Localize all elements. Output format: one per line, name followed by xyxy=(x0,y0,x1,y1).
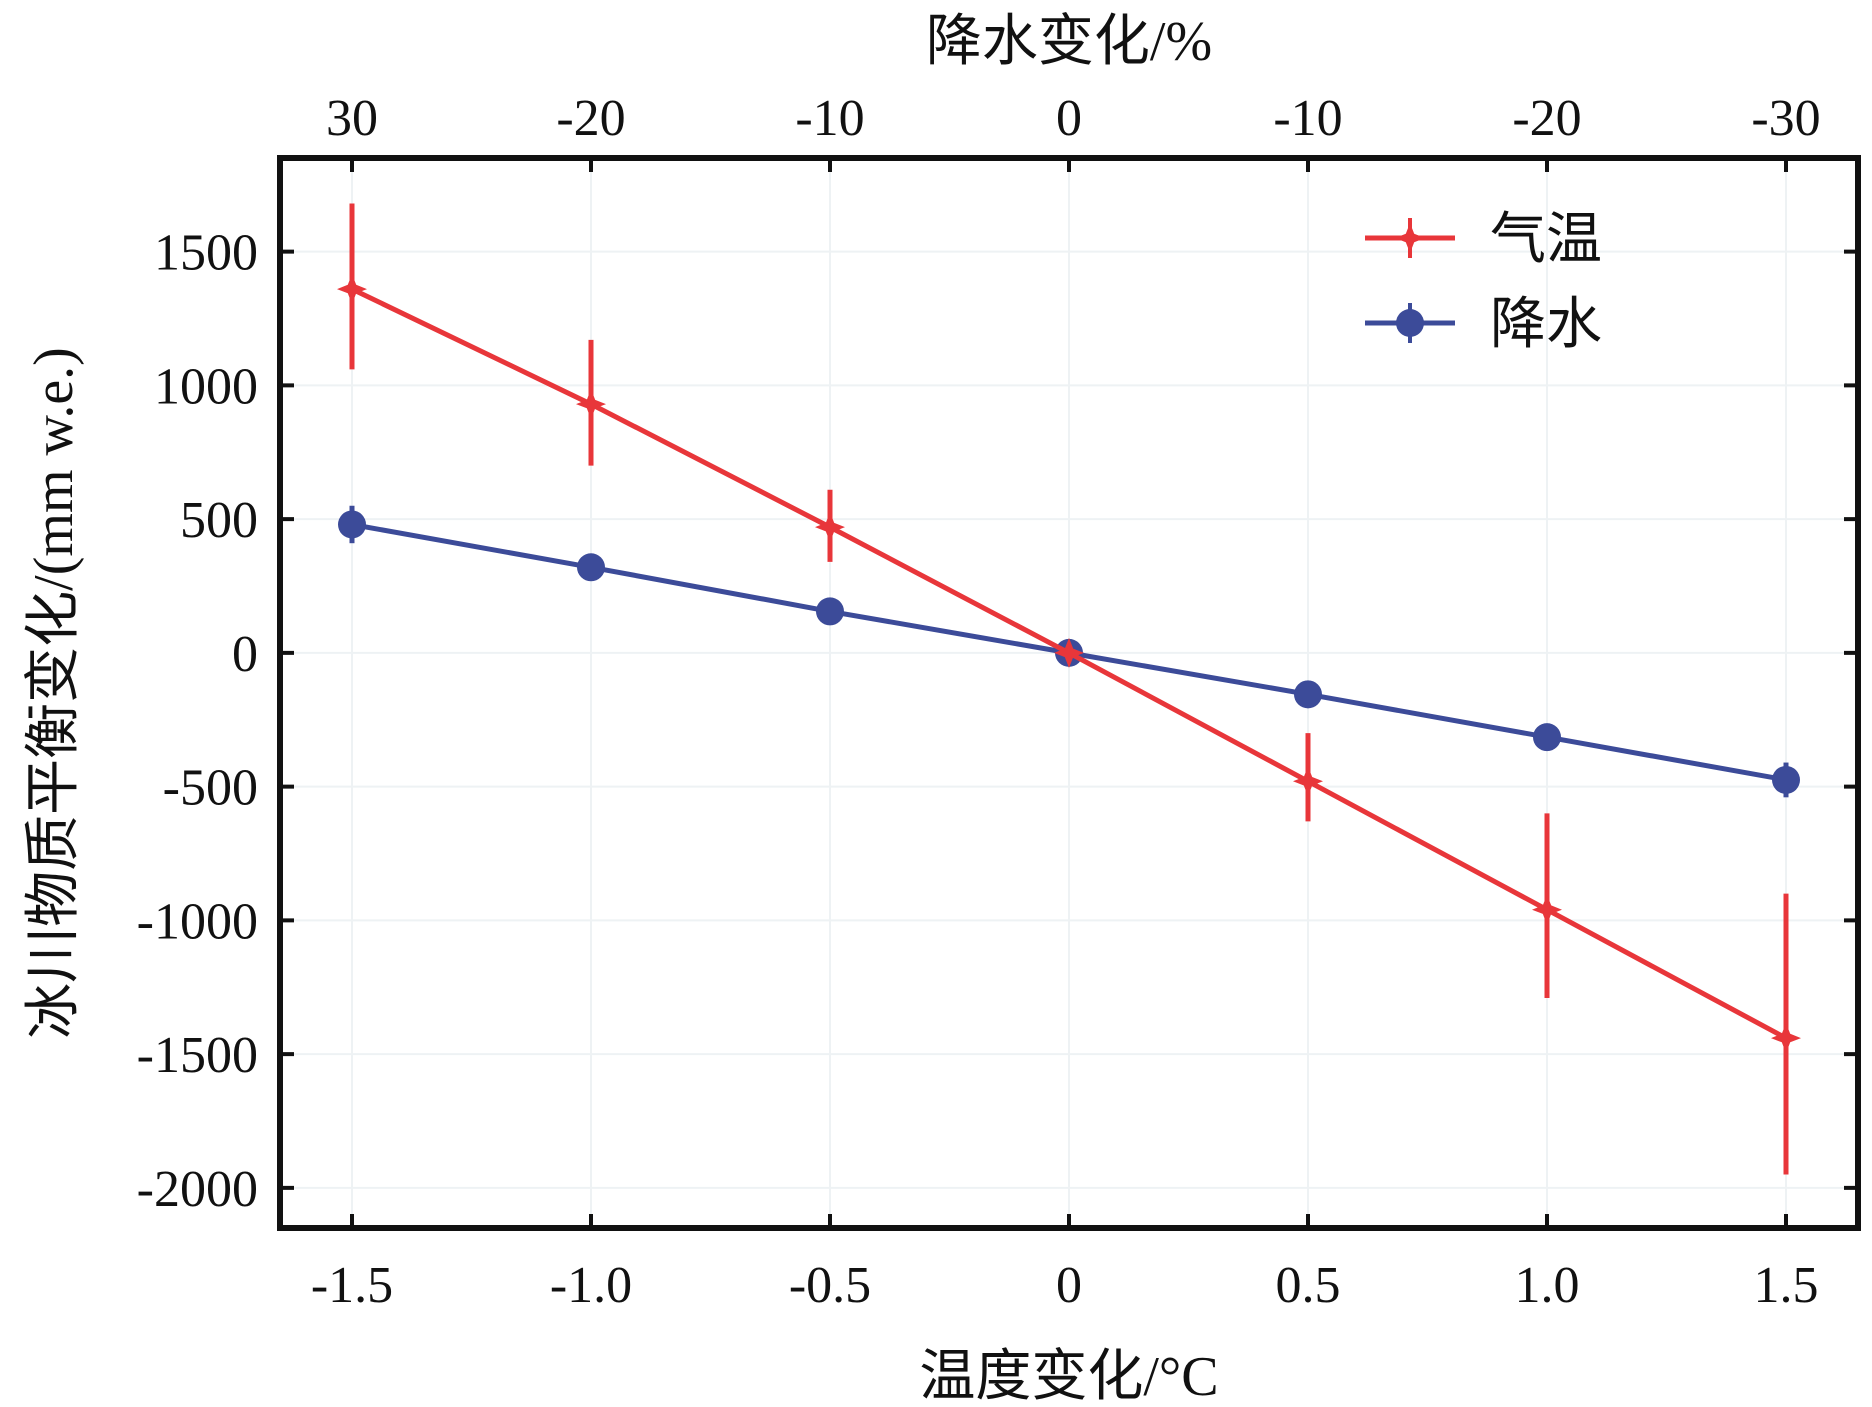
legend-swatch-marker xyxy=(1396,309,1424,337)
top-x-tick-label: 30 xyxy=(326,90,378,147)
y-tick-label: 1500 xyxy=(154,225,258,282)
data-point xyxy=(1772,765,1800,794)
legend-item: 气温 xyxy=(1365,209,1602,271)
data-point xyxy=(1293,766,1323,797)
y-tick-label: 0 xyxy=(232,626,258,683)
legend-label: 降水 xyxy=(1490,294,1602,356)
y-tick-label: 1000 xyxy=(154,358,258,415)
top-x-axis: 30 -20 -10 0 -10 -20 -30 xyxy=(326,90,1821,172)
top-x-tick-label: -30 xyxy=(1751,90,1820,147)
data-point xyxy=(816,597,844,626)
plot-frame xyxy=(277,155,1861,1231)
y-tick-label: -500 xyxy=(163,760,258,817)
data-point xyxy=(1054,637,1084,668)
y-tick-label: -2000 xyxy=(137,1161,258,1218)
y-axis-title: 冰川物质平衡变化/(mm w.e.) xyxy=(23,347,85,1039)
series-layer xyxy=(337,203,1801,1175)
data-point xyxy=(1532,894,1562,925)
top-x-tick-label: -20 xyxy=(1512,90,1581,147)
top-x-axis-title: 降水变化/% xyxy=(926,11,1212,73)
y-axis: 1500 1000 500 0 -500 -1000 -1500 -2000 xyxy=(137,225,1858,1218)
y-tick-label: -1500 xyxy=(137,1027,258,1084)
x-tick-label: -1.0 xyxy=(550,1257,632,1314)
top-x-tick-label: -20 xyxy=(556,90,625,147)
series-0 xyxy=(337,203,1801,1175)
data-point xyxy=(1771,1023,1801,1054)
data-point xyxy=(815,512,845,543)
x-axis: -1.5 -1.0 -0.5 0 0.5 1.0 1.5 xyxy=(311,1214,1819,1314)
x-tick-label: 1.0 xyxy=(1515,1257,1580,1314)
x-tick-label: -0.5 xyxy=(789,1257,871,1314)
data-point xyxy=(577,553,605,582)
x-tick-label: 0.5 xyxy=(1276,1257,1341,1314)
data-point xyxy=(576,389,606,420)
x-tick-label: 0 xyxy=(1056,1257,1082,1314)
y-tick-label: -1000 xyxy=(137,893,258,950)
data-point xyxy=(1533,723,1561,752)
top-x-tick-label: -10 xyxy=(1273,90,1342,147)
legend-label: 气温 xyxy=(1490,209,1602,271)
x-tick-label: -1.5 xyxy=(311,1257,393,1314)
legend-swatch-marker xyxy=(1395,223,1425,253)
data-point xyxy=(338,510,366,539)
x-axis-title: 温度变化/°C xyxy=(919,1346,1218,1407)
top-x-tick-label: 0 xyxy=(1056,90,1082,147)
legend-item: 降水 xyxy=(1365,294,1602,356)
x-tick-label: 1.5 xyxy=(1754,1257,1819,1314)
top-x-tick-label: -10 xyxy=(795,90,864,147)
data-point xyxy=(1294,680,1322,709)
y-tick-label: 500 xyxy=(180,492,258,549)
data-point xyxy=(337,274,367,305)
